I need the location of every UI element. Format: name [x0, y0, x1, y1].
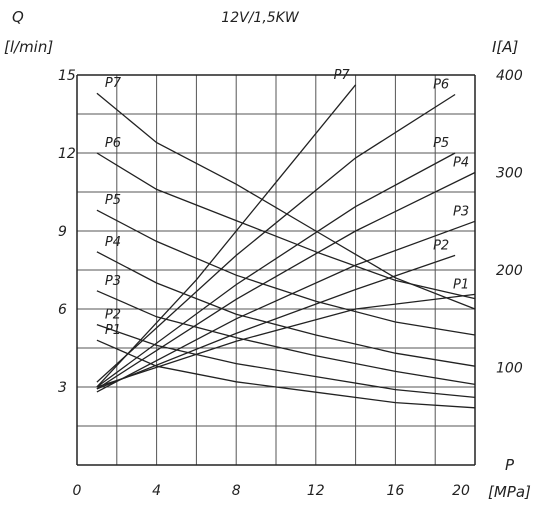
current-line-p2 [96, 254, 456, 390]
y-left-axis-label: Q [12, 8, 24, 26]
current-label-p3: P3 [453, 204, 469, 219]
chart-title: 12V/1,5KW [221, 10, 300, 26]
current-label-p1: P1 [453, 277, 469, 292]
current-label-p2: P2 [433, 238, 449, 253]
flow-label-p5: P5 [105, 193, 121, 208]
flow-line-p6 [96, 152, 476, 300]
flow-line-p1 [96, 339, 476, 409]
x-axis-label: P [505, 456, 515, 474]
series-lines [96, 84, 476, 409]
flow-label-p1: P1 [105, 323, 121, 338]
current-label-p4: P4 [453, 156, 469, 171]
flow-line-p5 [96, 209, 476, 336]
y-right-axis-label: I[A] [492, 38, 519, 56]
x-axis-unit: [MPa] [488, 483, 531, 501]
flow-label-p2: P2 [105, 308, 121, 323]
y-right-tick-label: 300 [496, 166, 523, 182]
flow-label-p7: P7 [105, 76, 122, 91]
flow-line-p2 [96, 323, 476, 399]
axes [76, 74, 476, 466]
current-line-p1 [96, 293, 476, 388]
current-line-p5 [96, 152, 456, 388]
y-left-tick-label: 6 [58, 302, 67, 318]
y-right-tick-label: 100 [496, 361, 523, 377]
flow-label-p6: P6 [105, 136, 121, 151]
y-left-tick-label: 3 [58, 380, 67, 396]
current-line-p4 [96, 171, 476, 390]
y-left-tick-label: 9 [58, 224, 67, 240]
x-tick-label: 12 [307, 483, 325, 499]
x-tick-label: 0 [73, 483, 82, 499]
flow-line-p7 [96, 92, 476, 310]
y-right-tick-label: 200 [496, 263, 523, 279]
x-tick-label: 4 [152, 483, 161, 499]
grid [77, 75, 475, 465]
flow-label-p4: P4 [105, 235, 121, 250]
current-label-p7: P7 [334, 68, 351, 83]
x-tick-label: 16 [386, 483, 404, 499]
tick-labels: 0 4 8 12 16 20 3 6 9 12 15 100 200 300 400 [58, 68, 523, 499]
x-tick-label: 8 [232, 483, 241, 499]
flow-line-p4 [96, 251, 476, 367]
y-right-tick-label: 400 [496, 68, 523, 84]
current-label-p5: P5 [433, 136, 449, 151]
y-left-tick-label: 12 [58, 146, 76, 162]
current-line-p3 [96, 220, 476, 393]
current-line-p7 [96, 84, 357, 388]
labels: 12V/1,5KW Q [l/min] I[A] P [MPa] [4, 8, 531, 501]
y-left-axis-unit: [l/min] [4, 38, 53, 56]
current-line-p6 [96, 93, 456, 383]
x-tick-label: 20 [452, 483, 470, 499]
flow-line-p3 [96, 290, 476, 386]
y-left-tick-label: 15 [58, 68, 76, 84]
flow-label-p3: P3 [105, 274, 121, 289]
current-label-p6: P6 [433, 78, 449, 93]
